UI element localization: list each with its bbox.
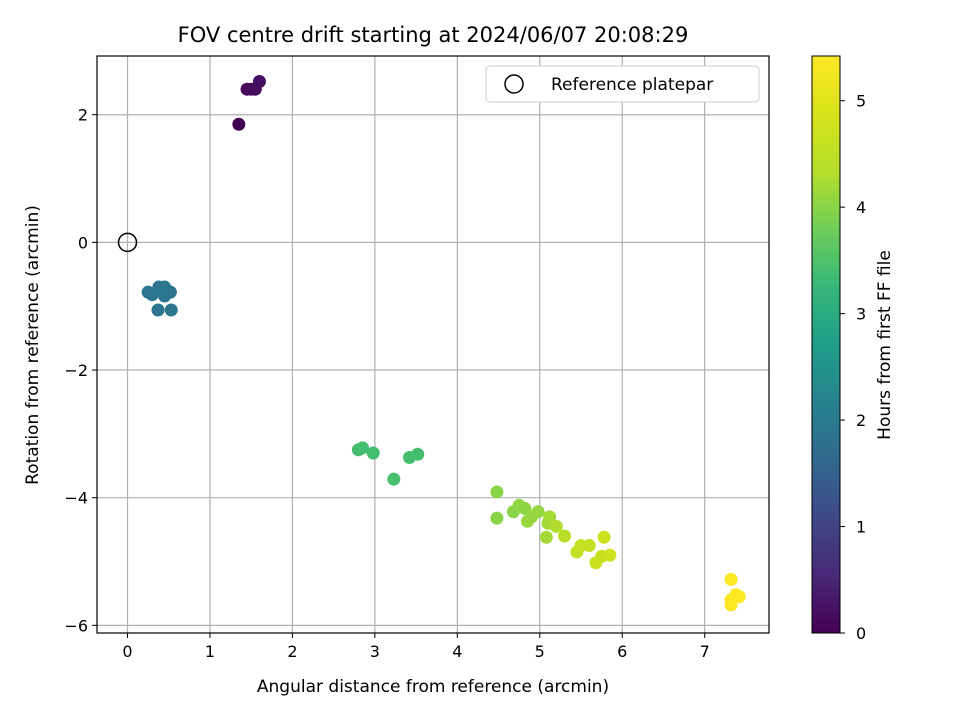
data-point [543, 510, 557, 524]
colorbar-ticks: 0 1 2 3 4 5 [840, 92, 866, 643]
data-point [411, 447, 425, 461]
ticks-layer: 0 1 2 3 4 5 6 7 −6 −4 −2 0 2 [64, 106, 709, 661]
x-tick-label: 0 [122, 642, 132, 661]
axes-layer [96, 55, 770, 634]
data-point [582, 539, 596, 553]
reference-platepar-marker [117, 232, 138, 253]
plot-frame [96, 55, 770, 634]
x-axis-label: Angular distance from reference (arcmin) [257, 677, 609, 697]
data-point [164, 303, 178, 317]
colorbar-tick-label: 3 [856, 305, 866, 324]
x-tick-label: 6 [617, 642, 627, 661]
legend-open-circle-marker [504, 74, 524, 94]
colorbar-gradient [811, 55, 841, 634]
x-tick-label: 3 [370, 642, 380, 661]
x-tick-label: 5 [535, 642, 545, 661]
data-point [232, 117, 246, 131]
data-point [558, 529, 572, 543]
y-tick-label: 0 [78, 233, 88, 252]
data-point [531, 505, 545, 519]
y-axis-label: Rotation from reference (arcmin) [23, 205, 43, 485]
colorbar-tick-label: 0 [856, 624, 866, 643]
colorbar-tick-label: 5 [856, 92, 866, 111]
x-tick-label: 7 [700, 642, 710, 661]
data-point [549, 519, 563, 533]
data-point [490, 485, 504, 499]
colorbar-tick-label: 2 [856, 411, 866, 430]
data-point [387, 472, 401, 486]
data-point [539, 530, 553, 544]
data-point [603, 548, 617, 562]
data-point [724, 572, 738, 586]
data-point [356, 441, 370, 455]
data-point [490, 511, 504, 525]
y-tick-label: −2 [64, 361, 88, 380]
colorbar-tick-label: 1 [856, 518, 866, 537]
data-point [252, 75, 266, 89]
legend-label-reference-platepar: Reference platepar [551, 75, 713, 95]
colorbar: 0 1 2 3 4 5 Hours from first FF file [811, 55, 895, 643]
points-layer [117, 75, 746, 612]
y-tick-label: 2 [78, 106, 88, 125]
x-tick-label: 1 [205, 642, 215, 661]
y-tick-label: −4 [64, 489, 88, 508]
data-point [597, 530, 611, 544]
x-tick-label: 2 [287, 642, 297, 661]
data-point [151, 303, 165, 317]
data-point [724, 598, 738, 612]
data-point [732, 590, 746, 604]
colorbar-label: Hours from first FF file [875, 250, 895, 440]
grid-layer [97, 56, 769, 633]
colorbar-tick-label: 4 [856, 198, 866, 217]
data-point [163, 285, 177, 299]
legend-box [485, 65, 760, 103]
chart-title: FOV centre drift starting at 2024/06/07 … [178, 23, 689, 47]
data-point [366, 446, 380, 460]
y-tick-label: −6 [64, 616, 88, 635]
x-tick-label: 4 [452, 642, 462, 661]
legend: Reference platepar [485, 65, 760, 103]
